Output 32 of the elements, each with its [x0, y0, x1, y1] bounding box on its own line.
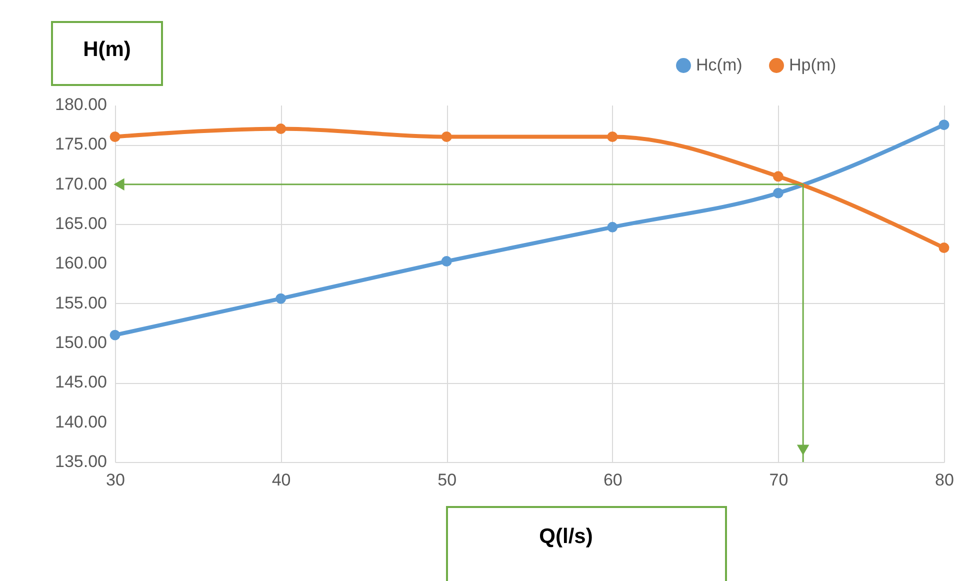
point	[110, 132, 120, 142]
y-tick-label: 170.00	[55, 174, 107, 194]
x-tick-label: 50	[438, 470, 457, 490]
x-tick-label: 60	[603, 470, 622, 490]
y-tick-label: 140.00	[55, 412, 107, 432]
y-tick-label: 165.00	[55, 214, 107, 233]
point	[441, 132, 452, 142]
x-axis-title: Q(l/s)	[539, 525, 593, 548]
point	[607, 132, 618, 142]
legend-label: Hc(m)	[696, 56, 742, 75]
point	[276, 293, 286, 304]
point	[772, 171, 784, 182]
x-tick-label: 80	[935, 470, 954, 490]
point	[938, 120, 950, 130]
point	[276, 124, 286, 134]
y-tick-label: 180.00	[55, 95, 107, 114]
x-tick-label: 70	[769, 470, 788, 490]
x-tick-label: 30	[106, 470, 125, 490]
y-tick-label: 150.00	[55, 333, 107, 352]
legend-label: Hp(m)	[789, 56, 836, 75]
point	[441, 256, 452, 267]
y-axis-title: H(m)	[83, 38, 131, 61]
point	[607, 222, 618, 232]
x-tick-label: 40	[272, 470, 291, 490]
point	[938, 242, 950, 254]
y-tick-label: 145.00	[55, 372, 107, 392]
y-tick-label: 155.00	[55, 293, 107, 312]
y-tick-label: 175.00	[55, 134, 107, 154]
point	[110, 330, 120, 340]
point	[772, 188, 784, 198]
y-tick-label: 135.00	[55, 452, 107, 471]
y-tick-label: 160.00	[55, 254, 107, 273]
